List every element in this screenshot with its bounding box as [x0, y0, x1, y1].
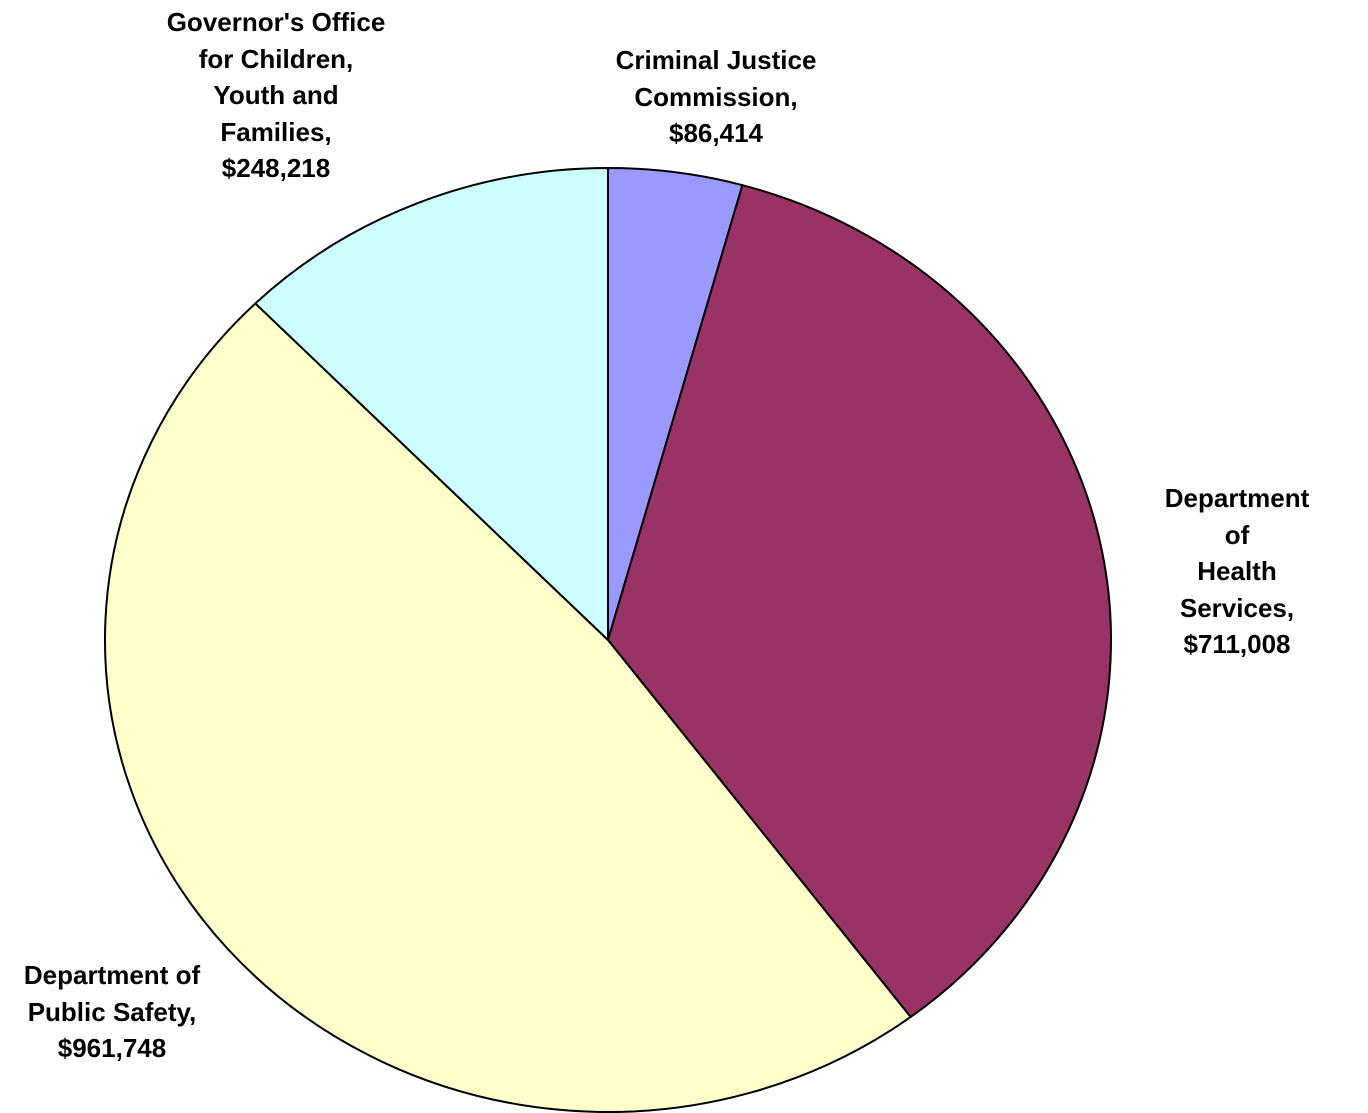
slice-label: Department of Health Services, $711,008 — [1165, 480, 1309, 663]
slice-label: Criminal Justice Commission, $86,414 — [616, 42, 817, 152]
category-label: Governor's Office for Children, Youth an… — [166, 7, 386, 147]
pie-slice — [253, 166, 609, 643]
value-label: $711,008 — [1183, 629, 1291, 659]
category-label: Criminal Justice Commission, — [615, 45, 817, 112]
pie-slice — [606, 183, 1112, 1019]
pie-slice — [104, 302, 913, 1113]
value-label: $86,414 — [669, 118, 763, 148]
value-label: $248,218 — [221, 153, 331, 183]
category-label: Department of Health Services, — [1164, 483, 1310, 623]
category-label: Department of Public Safety, — [23, 960, 201, 1027]
slice-label: Governor's Office for Children, Youth an… — [167, 4, 386, 187]
value-label: $961,748 — [57, 1033, 167, 1063]
slice-label: Department of Public Safety, $961,748 — [24, 957, 200, 1067]
